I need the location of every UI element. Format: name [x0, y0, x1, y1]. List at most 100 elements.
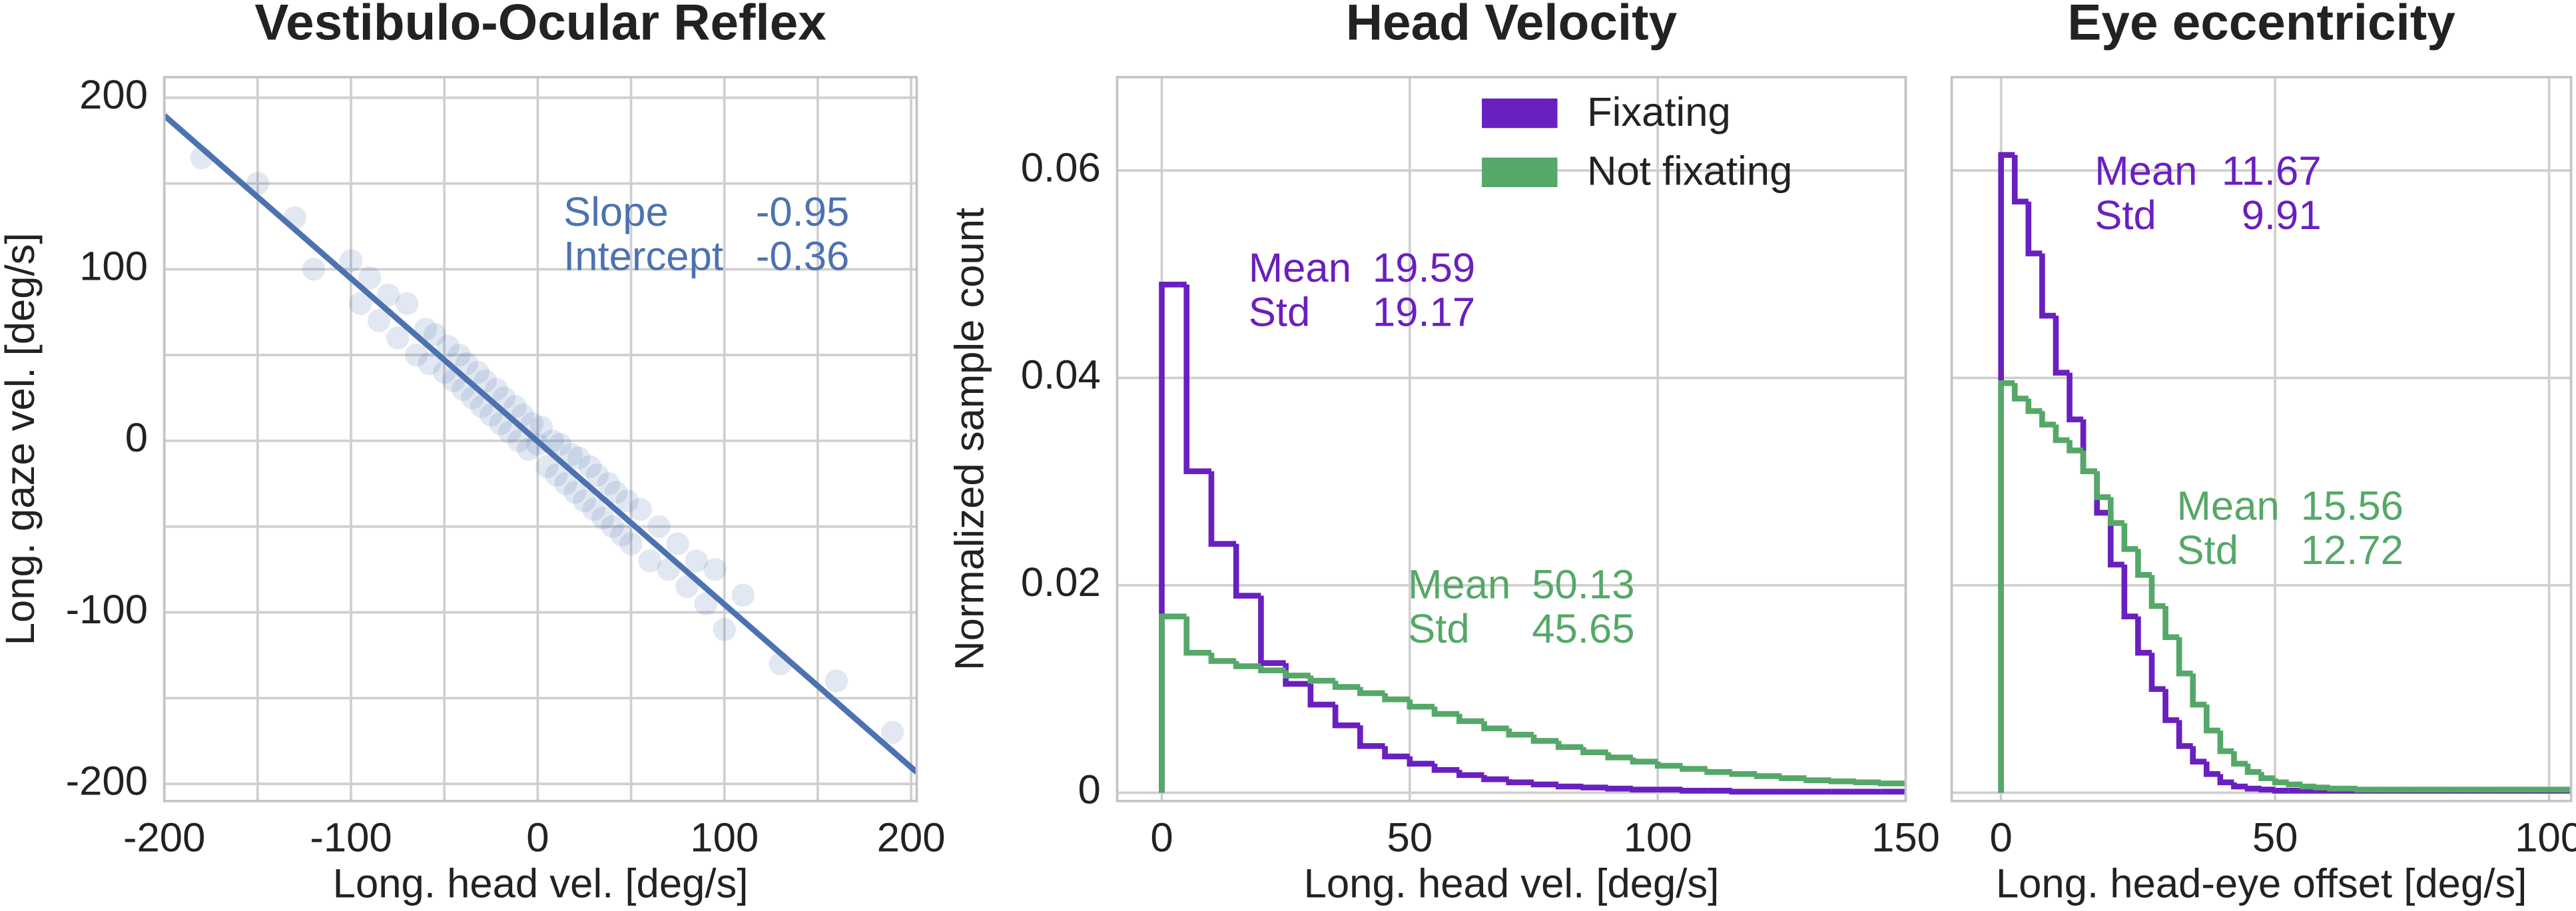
- histogram-step: [2300, 783, 2316, 790]
- legend-swatch: [1482, 98, 1558, 129]
- y-tick-label: -100: [66, 587, 148, 633]
- chart-title: Eye eccentricity: [2067, 0, 2455, 51]
- x-tick-label: 0: [526, 814, 549, 860]
- scatter-point: [629, 497, 652, 521]
- histogram-step: [1332, 705, 1361, 729]
- histogram-step: [2286, 781, 2303, 788]
- scatter-point: [610, 523, 633, 547]
- stat-label: Std: [2177, 527, 2239, 573]
- histogram-step: [2107, 512, 2124, 568]
- histogram-step: [1481, 721, 1509, 732]
- histogram-step: [1530, 781, 1559, 788]
- scatter-point: [824, 669, 848, 693]
- histogram-step: [2025, 398, 2043, 414]
- scatter-point: [591, 506, 615, 530]
- histogram-step: [2053, 424, 2070, 444]
- histogram-step: [1506, 779, 1534, 786]
- histogram-step: [2176, 637, 2193, 677]
- stat-value: 19.17: [1373, 290, 1475, 336]
- scatter-point: [339, 249, 363, 272]
- histogram-step: [2011, 383, 2029, 402]
- histogram-step: [1456, 770, 1484, 778]
- scatter-point: [418, 352, 442, 376]
- histogram-step: [2011, 154, 2029, 205]
- plot-area: [164, 77, 917, 801]
- scatter-point: [498, 420, 521, 444]
- scatter-point: [302, 258, 326, 281]
- scatter-point: [638, 549, 661, 573]
- scatter-point: [535, 455, 559, 478]
- scatter-point: [582, 497, 605, 521]
- histogram-step: [1258, 666, 1286, 673]
- annotation-value: -0.36: [756, 234, 850, 280]
- histogram-step: [2067, 440, 2084, 454]
- legend-label: Fixating: [1587, 89, 1731, 135]
- histogram-step: [2217, 730, 2234, 755]
- histogram-step: [1580, 747, 1608, 755]
- histogram-step: [2203, 705, 2220, 734]
- legend-swatch: [1482, 157, 1558, 187]
- histogram-step: [2121, 523, 2138, 552]
- scatter-point: [448, 343, 471, 367]
- scatter-point: [517, 438, 540, 461]
- scatter-point: [436, 335, 460, 358]
- scatter-point: [647, 515, 671, 538]
- y-tick-label: 0: [1078, 767, 1100, 813]
- x-tick-label: -100: [310, 814, 392, 860]
- scatter-point: [559, 443, 583, 466]
- histogram-step: [2148, 575, 2166, 609]
- x-tick-label: 100: [1624, 814, 1692, 860]
- scatter-point: [474, 369, 497, 393]
- x-tick-label: 50: [1387, 814, 1433, 860]
- histogram-step: [1704, 768, 1732, 775]
- histogram-step: [2272, 778, 2289, 786]
- histogram-step: [1208, 471, 1237, 547]
- axes-frame: [1116, 75, 1907, 802]
- y-tick-label: 0.04: [1021, 352, 1101, 398]
- annotation-value: -0.95: [756, 189, 850, 235]
- stat-value: 15.56: [2301, 483, 2404, 529]
- histogram-step: [1307, 683, 1336, 708]
- scatter-point: [604, 480, 628, 504]
- histogram-step: [1208, 653, 1237, 664]
- histogram-step: [2039, 411, 2056, 428]
- histogram-step: [2148, 653, 2166, 692]
- legend-label: Not fixating: [1587, 149, 1792, 194]
- histogram-step: [1630, 786, 1658, 793]
- histogram-step: [1853, 779, 1881, 786]
- plot-area: [1951, 77, 2571, 801]
- histogram-step: [2244, 763, 2262, 775]
- scatter-point: [601, 515, 624, 538]
- stat-label: Mean: [2094, 149, 2197, 194]
- scatter-point: [685, 549, 708, 573]
- histogram-step: [1456, 714, 1484, 725]
- histogram-step: [1407, 756, 1435, 767]
- annotation-label: Intercept: [563, 234, 723, 280]
- histogram-step: [2272, 787, 2289, 794]
- regression-line: [164, 113, 917, 774]
- stat-label: Mean: [1408, 562, 1510, 608]
- histogram-step: [2244, 785, 2262, 792]
- scatter-point: [573, 489, 596, 513]
- histogram-step: [1680, 765, 1708, 772]
- scatter-point: [666, 532, 689, 555]
- scatter-point: [485, 378, 508, 401]
- histogram-step: [1407, 699, 1435, 710]
- stat-label: Std: [2094, 192, 2156, 238]
- stat-value: 9.91: [2242, 192, 2322, 238]
- histogram-step: [2094, 471, 2111, 500]
- scatter-point: [703, 557, 727, 581]
- annotation-label: Slope: [563, 189, 669, 235]
- scatter-point: [529, 416, 553, 439]
- scatter-point: [367, 309, 391, 332]
- stat-label: Mean: [2177, 483, 2280, 529]
- x-axis-label: Long. head vel. [deg/s]: [1304, 860, 1720, 906]
- histogram-step: [2354, 786, 2372, 793]
- x-tick-label: 200: [877, 814, 946, 860]
- histogram-step: [2217, 774, 2234, 786]
- scatter-point: [694, 592, 717, 615]
- histogram-step: [2203, 761, 2220, 777]
- histogram-step: [1555, 741, 1584, 751]
- histogram-step: [1754, 773, 1782, 779]
- stat-value: 11.67: [2222, 149, 2322, 194]
